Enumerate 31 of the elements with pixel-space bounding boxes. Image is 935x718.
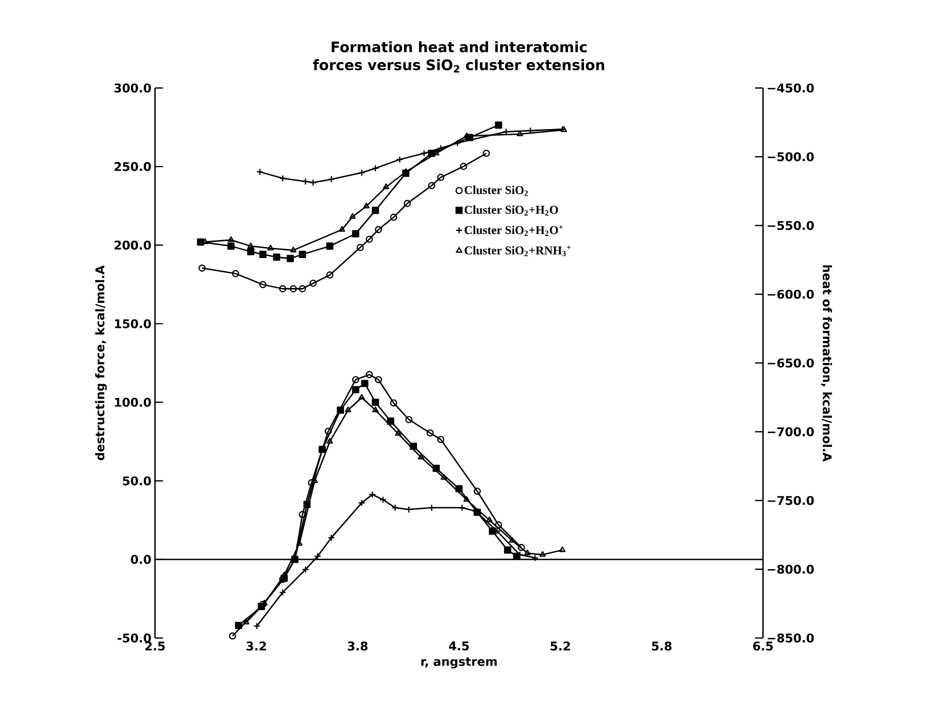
- y2-tick-label: −800.0: [768, 564, 814, 574]
- y-tick-label: 50.0: [122, 476, 151, 486]
- y2-tick-label: −500.0: [768, 152, 814, 162]
- x-axis-title: r, angstrem: [421, 657, 497, 668]
- y2-tick-label: −650.0: [768, 358, 814, 368]
- y2-tick-label: −750.0: [768, 496, 814, 506]
- x-tick-label: 5.8: [652, 642, 672, 651]
- y-axis-title: destructing force, kcal/mol.A: [95, 265, 107, 460]
- x-tick-label: 3.2: [246, 642, 266, 651]
- x-tick-label: 2.5: [145, 642, 165, 651]
- chart-title: Formation heat and interatomic forces versus SiO$_{2}$ cluster extension: [312, 41, 604, 73]
- x-tick-label: 6.5: [753, 642, 773, 651]
- x-tick-label: 3.8: [348, 642, 368, 651]
- y2-tick-label: −550.0: [768, 220, 814, 230]
- y-tick-label: -50.0: [118, 633, 151, 643]
- y-tick-label: 250.0: [114, 162, 151, 172]
- x-tick-label: 4.5: [448, 642, 469, 650]
- y2-tick-label: −700.0: [768, 427, 814, 436]
- y-tick-label: 0.0: [130, 554, 151, 564]
- y-tick-label: 300.0: [114, 83, 151, 93]
- x-tick-label: 5.2: [550, 642, 570, 651]
- legend-label: Cluster SiO$_{2}$+H$_{2}$O$^{+}$: [464, 225, 563, 236]
- y-tick-label: 100.0: [115, 398, 151, 407]
- legend-label: Cluster SiO$_{2}$+H$_{2}$O: [464, 205, 558, 216]
- y2-tick-label: −600.0: [768, 290, 814, 299]
- y-tick-label: 200.0: [114, 240, 151, 250]
- legend-label: Cluster SiO$_{2}$: [464, 186, 528, 196]
- y2-tick-label: −850.0: [768, 633, 814, 643]
- y2-tick-label: −450.0: [768, 83, 814, 93]
- y2-axis-title: heat of formation, kcal/mol.A: [821, 265, 832, 462]
- y-tick-label: 150.0: [115, 319, 151, 328]
